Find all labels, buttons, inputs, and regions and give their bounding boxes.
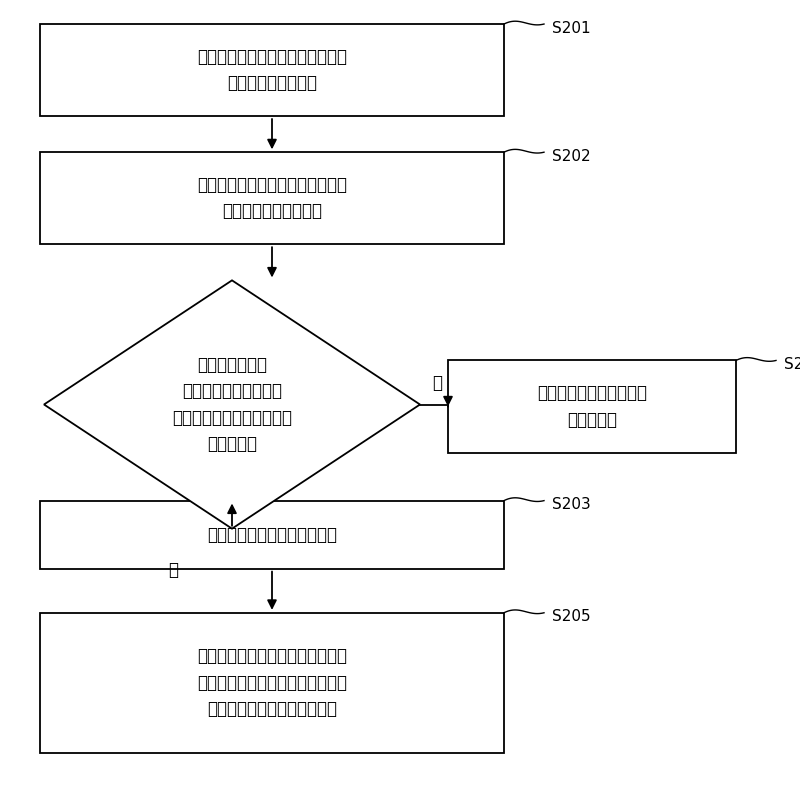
Text: 是: 是 (168, 561, 178, 578)
FancyBboxPatch shape (40, 152, 504, 244)
Text: S201: S201 (552, 21, 590, 35)
Text: S202: S202 (552, 149, 590, 163)
Text: 拆分步骤，将所述配置功率拆分为
驱动功率和储备功率: 拆分步骤，将所述配置功率拆分为 驱动功率和储备功率 (197, 48, 347, 92)
Text: 判断步骤，判断
驱动功率电流是否大于
驱动所述机械设备所需电流
的预定阈值: 判断步骤，判断 驱动功率电流是否大于 驱动所述机械设备所需电流 的预定阈值 (172, 356, 292, 453)
Text: S203: S203 (552, 497, 590, 512)
FancyBboxPatch shape (40, 501, 504, 569)
Text: 电流监控步骤，对所述机械设备的
驱动功率电流进行监控: 电流监控步骤，对所述机械设备的 驱动功率电流进行监控 (197, 176, 347, 220)
FancyBboxPatch shape (40, 613, 504, 753)
FancyBboxPatch shape (40, 24, 504, 116)
Text: S205: S205 (552, 610, 590, 624)
Polygon shape (44, 280, 420, 529)
Text: 启动步骤，自动启动储备功率: 启动步骤，自动启动储备功率 (207, 525, 337, 544)
FancyBboxPatch shape (448, 360, 736, 453)
Text: 否: 否 (432, 375, 442, 392)
Text: 继续使用驱动功率驱动所
述机械设备: 继续使用驱动功率驱动所 述机械设备 (537, 384, 647, 429)
Text: 结合步骤，将所述驱动功率和所述
储备功率结合，使驱动功率和储备
功率共同驱动所述机械设备。: 结合步骤，将所述驱动功率和所述 储备功率结合，使驱动功率和储备 功率共同驱动所述… (197, 647, 347, 718)
Text: S204: S204 (784, 357, 800, 372)
